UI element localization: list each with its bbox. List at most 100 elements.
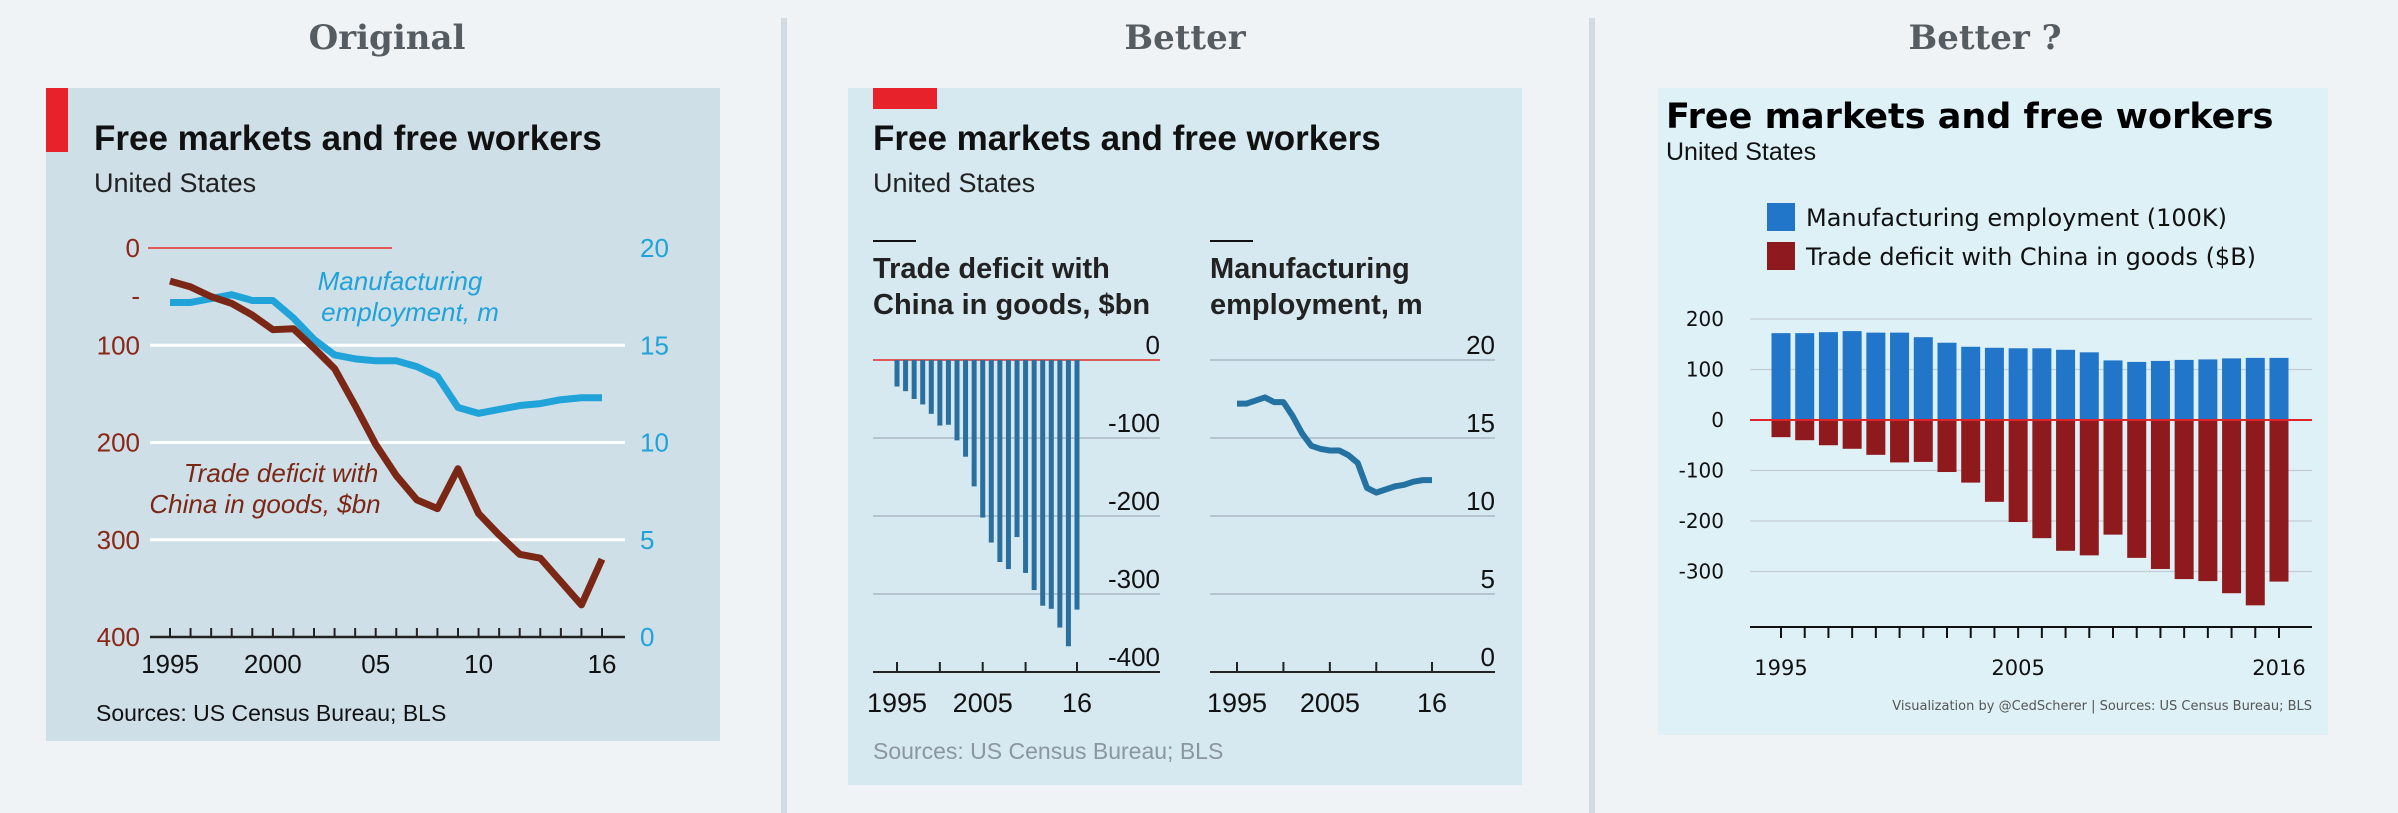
y-tick-label: 20: [1466, 330, 1495, 360]
panel-better: Free markets and free workers United Sta…: [848, 88, 1522, 785]
bar-trade: [1842, 420, 1862, 449]
chart-subtitle: United States: [873, 168, 1035, 198]
source-note: Sources: US Census Bureau; BLS: [96, 700, 446, 726]
bars: [1750, 331, 2312, 606]
y-tick-label: 200: [1686, 307, 1724, 331]
bar-trade: [1818, 420, 1838, 446]
chart-title: Free markets and free workers: [94, 119, 602, 158]
chart-title: Free markets and free workers: [873, 119, 1381, 158]
bar-mfg: [2127, 361, 2147, 420]
bar: [1074, 360, 1080, 610]
y-tick-label: 0: [1711, 408, 1724, 432]
y-tick-label: -100: [1679, 459, 1724, 483]
panel-original: Free markets and free workers United Sta…: [46, 88, 720, 741]
right-tick-label: 0: [640, 622, 654, 652]
bar-mfg: [2103, 360, 2123, 420]
bar-trade: [2079, 420, 2099, 556]
bar-trade: [2174, 420, 2194, 580]
red-tag: [873, 88, 937, 109]
right-tick-label: 20: [640, 233, 669, 263]
label-trade-line1: Trade deficit with: [184, 458, 379, 488]
bar: [945, 360, 951, 425]
mfg-employment-line: [170, 291, 602, 417]
bar-trade: [2056, 420, 2076, 551]
chart-title: Free markets and free workers: [1666, 97, 2274, 137]
bar-mfg: [1890, 332, 1910, 420]
bar: [997, 360, 1003, 563]
bar-trade: [2222, 420, 2242, 594]
bar: [1031, 360, 1037, 591]
x-tick-label: 2016: [2252, 656, 2305, 680]
bar: [980, 360, 986, 518]
heading-better: Better: [1124, 18, 1246, 58]
x-tick-label: 1995: [867, 688, 927, 718]
bar: [894, 360, 900, 387]
bar-trade: [1795, 420, 1815, 441]
x-axis: 1995 2005 2016: [1750, 626, 2312, 680]
y-tick-label: 0: [1146, 330, 1160, 360]
left-x-axis: 1995 2005 16: [867, 662, 1160, 718]
right-x-axis: 1995 2005 16: [1207, 662, 1495, 718]
y-tick-label: -400: [1108, 642, 1160, 672]
panel-better-q: Free markets and free workers United Sta…: [1658, 88, 2328, 735]
x-tick-label: 10: [464, 649, 493, 679]
heading-original: Original: [308, 18, 466, 58]
y-tick-label: -200: [1679, 509, 1724, 533]
bar-trade: [1890, 420, 1910, 463]
x-tick-label: 1995: [141, 649, 199, 679]
bar-mfg: [2056, 349, 2076, 420]
trade-deficit-line: [169, 277, 606, 609]
bar-trade: [2008, 420, 2028, 523]
left-chart-title-line2: China in goods, $bn: [873, 289, 1150, 321]
bar-mfg: [1771, 333, 1791, 420]
label-trade-line2: China in goods, $bn: [149, 489, 380, 519]
bar: [911, 360, 917, 399]
source-note: Sources: US Census Bureau; BLS: [873, 738, 1223, 764]
y-tick-label: 100: [1686, 358, 1724, 382]
bar-trade: [2198, 420, 2218, 582]
bar-mfg: [2198, 359, 2218, 420]
bar-trade: [1866, 420, 1886, 455]
bar-mfg: [1795, 333, 1815, 420]
bar: [1005, 360, 1011, 570]
bar-mfg: [2174, 359, 2194, 420]
x-tick-label: 2005: [953, 688, 1013, 718]
right-tick-label: 5: [640, 525, 654, 555]
legend-swatch-trade: [1767, 242, 1795, 270]
x-tick-label: 05: [361, 649, 390, 679]
right-gridlines: 20 15 10 5 0: [1210, 330, 1495, 672]
right-tick-label: 10: [640, 428, 669, 458]
bar: [920, 360, 926, 405]
bar-trade: [1961, 420, 1981, 483]
bar-mfg: [1818, 332, 1838, 420]
gridlines: [148, 247, 625, 542]
divider-2: [1589, 18, 1595, 813]
bar-trade: [2245, 420, 2265, 606]
bar-mfg: [1937, 342, 1957, 420]
bar-mfg: [2150, 360, 2170, 420]
x-tick-label: 1995: [1754, 656, 1807, 680]
x-tick-label: 16: [1062, 688, 1092, 718]
bar: [954, 360, 960, 441]
x-tick-label: 2005: [1300, 688, 1360, 718]
x-tick-label: 16: [1417, 688, 1447, 718]
trade-deficit-bars: [894, 360, 1080, 647]
bar-mfg: [2032, 348, 2052, 420]
chart-subtitle: United States: [94, 168, 256, 198]
bar-mfg: [2008, 348, 2028, 420]
y-tick-label: -300: [1679, 560, 1724, 584]
label-mfg-line1: Manufacturing: [318, 266, 483, 296]
bar: [1014, 360, 1020, 538]
right-axis-ticks: 20 15 10 5 0: [640, 233, 669, 652]
bar-trade: [2103, 420, 2123, 535]
bar: [1040, 360, 1046, 606]
right-chart-title-line2: employment, m: [1210, 289, 1423, 321]
x-tick-label: 1995: [1207, 688, 1267, 718]
bar: [1065, 360, 1071, 647]
x-tick-label: 16: [588, 649, 617, 679]
bar-trade: [1937, 420, 1957, 473]
bar: [937, 360, 943, 426]
legend-label-trade: Trade deficit with China in goods ($B): [1805, 243, 2256, 271]
legend-swatch-mfg: [1767, 203, 1795, 231]
y-tick-label: 10: [1466, 486, 1495, 516]
